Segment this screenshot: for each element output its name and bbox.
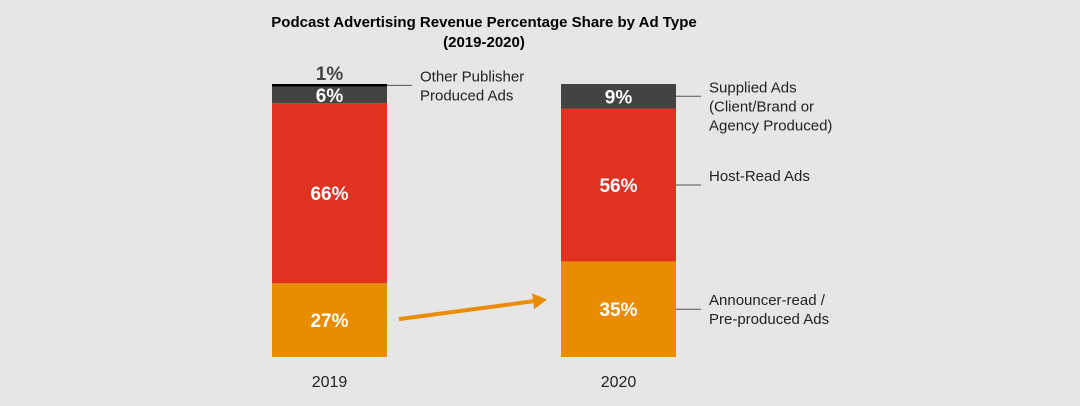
category-label-2019: 2019: [312, 374, 348, 391]
annotation-3-line-1: Host-Read Ads: [709, 168, 810, 185]
annotation-1-line-1: Other Publisher: [420, 68, 524, 85]
annotation-2-line-1: Supplied Ads: [709, 79, 797, 96]
data-label-2020-1: 35%: [599, 300, 637, 321]
bar-segment-2020-3: [561, 84, 676, 109]
category-label-2020: 2020: [601, 374, 637, 391]
chart-title: Podcast Advertising Revenue Percentage S…: [271, 14, 696, 31]
data-label-2020-3: 9%: [605, 87, 633, 108]
annotation-1-line-2: Produced Ads: [420, 87, 513, 104]
bar-segment-2019-1: [272, 283, 387, 357]
data-label-2020-2: 56%: [599, 176, 637, 197]
bar-segment-2019-2: [272, 103, 387, 284]
annotation-4-line-1: Announcer-read /: [709, 292, 826, 309]
data-label-2019-4: 1%: [316, 64, 344, 85]
bar-segment-2019-4: [272, 84, 387, 87]
data-label-2019-3: 6%: [316, 86, 344, 107]
data-label-2019-2: 66%: [310, 184, 348, 205]
trend-arrow-head: [532, 293, 547, 310]
annotation-2-line-3: Agency Produced): [709, 117, 832, 134]
data-label-2019-1: 27%: [310, 311, 348, 332]
bar-segment-2020-1: [561, 261, 676, 357]
annotation-4-line-2: Pre-produced Ads: [709, 311, 829, 328]
chart-subtitle: (2019-2020): [443, 34, 525, 51]
annotation-2-line-2: (Client/Brand or: [709, 98, 814, 115]
trend-arrow-shaft: [398, 298, 540, 322]
bar-segment-2019-3: [272, 86, 387, 104]
bar-segment-2020-2: [561, 108, 676, 262]
